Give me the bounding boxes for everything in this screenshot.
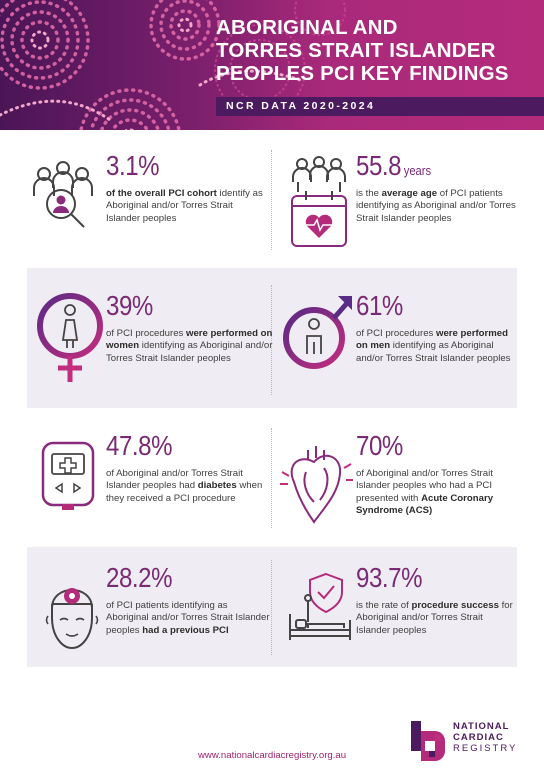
header-banner: ABORIGINAL AND TORRES STRAIT ISLANDER PE…: [0, 0, 544, 130]
stat-value: 3.1%: [106, 150, 160, 181]
stat-description: of Aboriginal and/or Torres Strait Islan…: [356, 468, 494, 516]
stat-value: 70%: [356, 430, 403, 461]
divider-3: [271, 428, 272, 528]
divider-4: [271, 560, 272, 655]
stat-description: is the rate of procedure success for Abo…: [356, 600, 513, 636]
finding-card: 55.8 years is the average age of PCI pati…: [288, 148, 518, 258]
finding-card: 28.2% of PCI patients identifying as Abo…: [30, 560, 270, 665]
female-symbol-icon: [37, 293, 103, 382]
title-line-3: PEOPLES PCI KEY FINDINGS: [216, 62, 509, 85]
stat-value: 93.7%: [356, 562, 423, 593]
logo-line-3: REGISTRY: [453, 743, 518, 754]
logo-line-2: CARDIAC: [453, 732, 504, 743]
ncr-logo-icon: [411, 721, 445, 761]
stat-value: 28.2%: [106, 562, 173, 593]
hospital-bed-shield-icon: [289, 572, 351, 640]
subtitle: NCR DATA 2020-2024: [226, 100, 376, 112]
logo-line-1: NATIONAL: [453, 721, 510, 732]
stat-value: 61%: [356, 290, 403, 321]
title-line-1: ABORIGINAL AND: [216, 16, 398, 39]
stat-description: of the overall PCI cohort identify as Ab…: [106, 188, 263, 224]
glucose-meter-icon: [41, 441, 95, 510]
stat-description: of PCI patients identifying as Aborigina…: [106, 600, 270, 636]
logo-text: NATIONAL CARDIAC REGISTRY: [453, 721, 517, 754]
male-symbol-icon: [283, 296, 352, 369]
divider-2: [271, 285, 272, 395]
finding-card: 61% of PCI procedures were performed on …: [282, 288, 517, 403]
stat-value: 39%: [106, 290, 153, 321]
title-line-2: TORRES STRAIT ISLANDER: [216, 39, 496, 62]
stat-value: 47.8%: [106, 430, 173, 461]
row-panel-2: [27, 268, 517, 408]
stat-description: of PCI procedures were performed on men …: [356, 328, 511, 364]
ncr-logo: NATIONAL CARDIAC REGISTRY: [405, 715, 535, 765]
finding-card: 39% of PCI procedures were performed on …: [30, 288, 272, 403]
finding-card: 3.1% of the overall PCI cohort identify …: [30, 148, 265, 258]
finding-card: 70% of Aboriginal and/or Torres Strait I…: [280, 428, 520, 543]
divider-1: [271, 150, 272, 250]
finding-card: 47.8% of Aboriginal and/or Torres Strait…: [30, 428, 265, 538]
stat-description: of Aboriginal and/or Torres Strait Islan…: [106, 468, 263, 504]
patient-head-icon: [45, 588, 99, 650]
row-panel-4: [27, 547, 517, 667]
finding-card: 93.7% is the rate of procedure success f…: [282, 560, 517, 665]
stat-description: of PCI procedures were performed on wome…: [106, 328, 273, 364]
website-link[interactable]: www.nationalcardiacregistry.org.au: [198, 750, 347, 761]
calendar-heart-icon: [291, 156, 347, 247]
page-title: ABORIGINAL AND TORRES STRAIT ISLANDER PE…: [216, 16, 536, 85]
stat-value: 55.8 years: [356, 150, 432, 181]
people-magnifier-icon: [33, 161, 93, 228]
stat-description: is the average age of PCI patients ident…: [356, 188, 516, 224]
subtitle-bar: NCR DATA 2020-2024: [216, 97, 544, 116]
heart-icon: [280, 446, 353, 524]
